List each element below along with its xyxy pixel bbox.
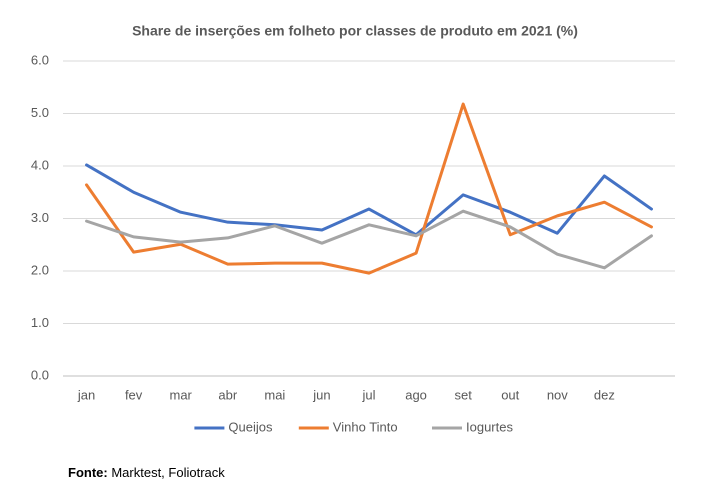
chart-title: Share de inserções em folheto por classe…	[132, 23, 578, 39]
series-line	[85, 163, 653, 237]
x-tick-label: jul	[361, 387, 375, 402]
y-tick-label: 2.0	[31, 262, 49, 277]
y-tick-label: 1.0	[31, 315, 49, 330]
x-tick-label: mai	[264, 387, 285, 402]
y-tick-label: 6.0	[31, 52, 49, 67]
legend-label: Iogurtes	[466, 419, 513, 434]
legend-label: Vinho Tinto	[333, 419, 398, 434]
x-tick-label: jan	[77, 387, 95, 402]
y-tick-label: 4.0	[31, 157, 49, 172]
x-tick-label: set	[454, 387, 472, 402]
source-label: Fonte:	[68, 465, 108, 480]
source-text: Marktest, Foliotrack	[111, 465, 225, 480]
source: Fonte: Marktest, Foliotrack	[68, 465, 225, 480]
y-tick-label: 5.0	[31, 105, 49, 120]
series-line	[85, 209, 653, 270]
x-tick-label: mar	[169, 387, 192, 402]
x-tick-label: jun	[312, 387, 330, 402]
y-tick-label: 3.0	[31, 210, 49, 225]
x-tick-label: nov	[547, 387, 568, 402]
x-tick-label: dez	[594, 387, 615, 402]
x-tick-label: out	[501, 387, 519, 402]
y-tick-label: 0.0	[31, 367, 49, 382]
x-tick-label: abr	[218, 387, 237, 402]
series-line	[85, 102, 653, 275]
x-tick-label: fev	[125, 387, 143, 402]
legend-label: Queijos	[228, 419, 273, 434]
x-tick-label: ago	[405, 387, 427, 402]
